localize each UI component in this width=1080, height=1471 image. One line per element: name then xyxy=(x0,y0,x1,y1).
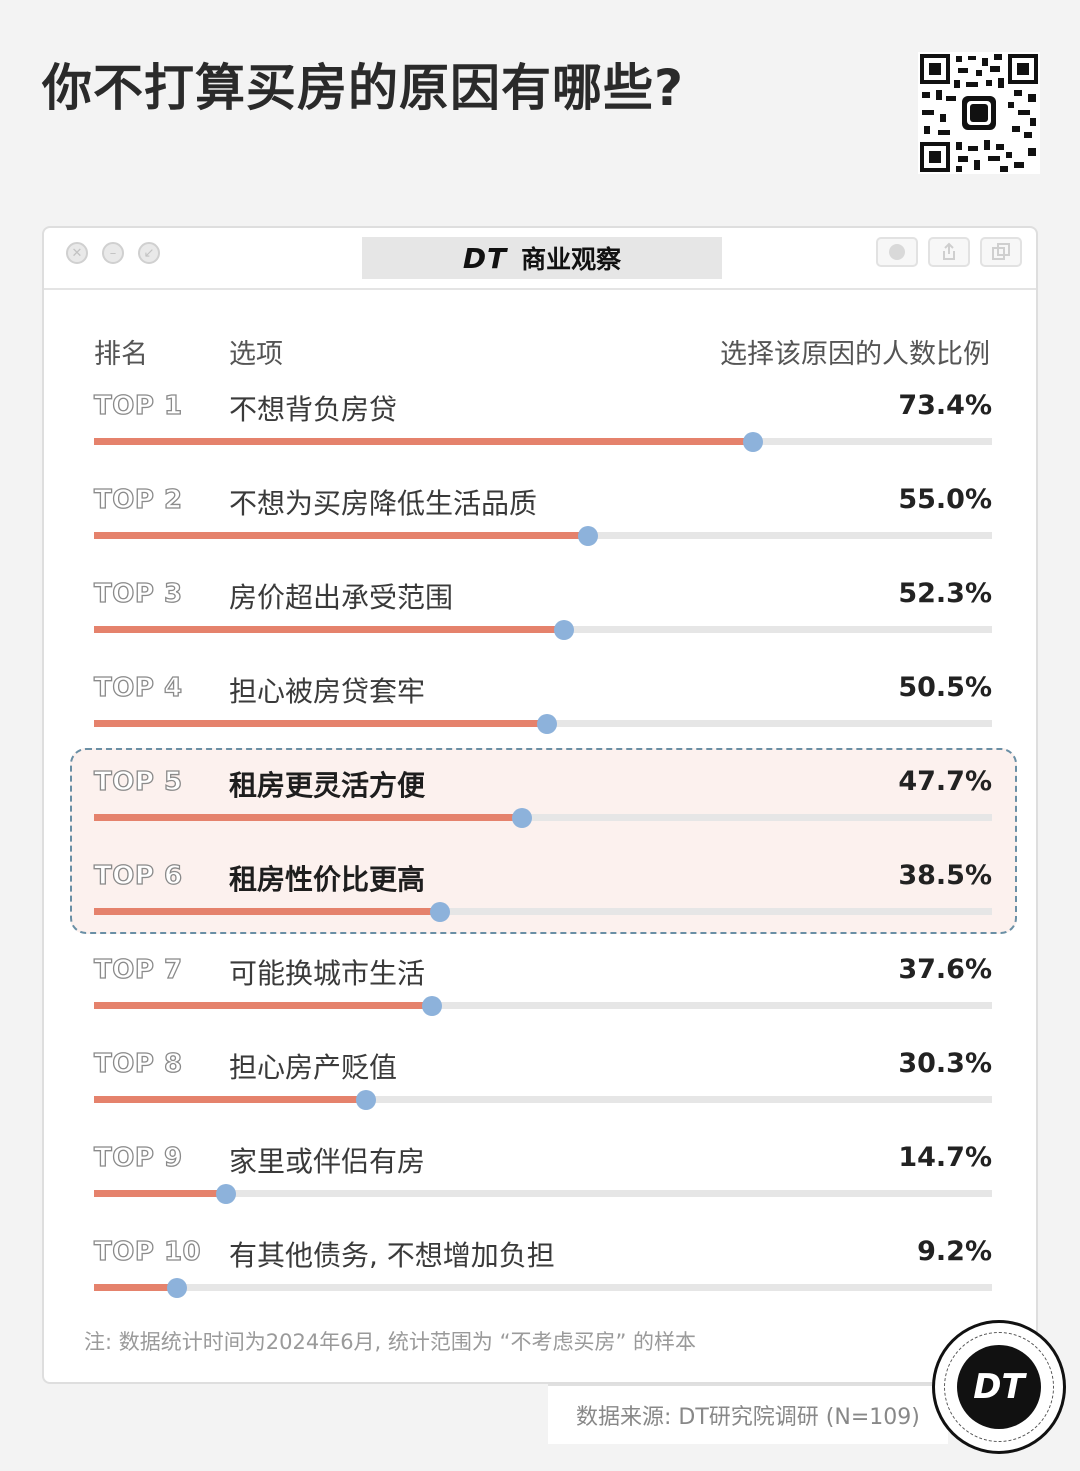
value-label: 73.4% xyxy=(898,390,992,421)
bar-track xyxy=(94,620,992,640)
option-label: 家里或伴侣有房 xyxy=(229,1145,426,1178)
bar-fill xyxy=(94,720,548,727)
bar-fill xyxy=(94,1190,226,1197)
bar-track xyxy=(94,808,992,828)
bar-marker xyxy=(356,1090,377,1110)
bar-track xyxy=(94,526,992,546)
maximize-icon[interactable]: ↙ xyxy=(138,242,160,264)
option-label: 有其他债务, 不想增加负担 xyxy=(229,1239,555,1272)
share-icon[interactable] xyxy=(928,237,970,267)
qr-code xyxy=(918,52,1040,174)
bar-track xyxy=(94,1184,992,1204)
value-label: 55.0% xyxy=(898,484,992,515)
bar-marker xyxy=(166,1278,187,1298)
bar-fill xyxy=(94,908,440,915)
bar-track xyxy=(94,996,992,1016)
value-label: 52.3% xyxy=(898,578,992,609)
option-label: 租房性价比更高 xyxy=(229,863,426,896)
option-label: 不想为买房降低生活品质 xyxy=(229,487,538,520)
option-label: 房价超出承受范围 xyxy=(229,581,454,614)
bar-fill xyxy=(94,1096,367,1103)
highlight-box xyxy=(70,748,1017,934)
value-label: 38.5% xyxy=(898,860,992,891)
bar-marker xyxy=(216,1184,236,1204)
value-label: 14.7% xyxy=(898,1142,992,1173)
bar-fill xyxy=(94,626,564,633)
record-icon[interactable] xyxy=(876,237,918,267)
option-label: 可能换城市生活 xyxy=(229,957,426,990)
bar-fill xyxy=(94,532,588,539)
bar-marker xyxy=(421,996,442,1016)
value-label: 50.5% xyxy=(898,672,992,703)
rank-label: TOP 6 xyxy=(93,860,183,891)
rank-label: TOP 10 xyxy=(93,1236,202,1267)
option-label: 担心房产贬值 xyxy=(229,1051,398,1084)
value-label: 37.6% xyxy=(898,954,992,985)
dt-badge-ring: DT xyxy=(944,1332,1054,1442)
bar-track xyxy=(94,902,992,922)
brand-logo: DT xyxy=(462,241,508,275)
brand-tab: DT 商业观察 xyxy=(362,237,722,279)
window-titlebar: ✕ – ↙ DT 商业观察 xyxy=(44,228,1036,290)
bar-marker xyxy=(512,808,533,828)
value-label: 9.2% xyxy=(917,1236,992,1267)
rank-label: TOP 2 xyxy=(93,484,183,515)
close-icon[interactable]: ✕ xyxy=(66,242,88,264)
dt-badge-logo: DT xyxy=(957,1345,1041,1429)
column-header-share: 选择该原因的人数比例 xyxy=(720,339,990,370)
bar-track xyxy=(94,432,992,452)
column-header-option: 选项 xyxy=(229,339,283,370)
rank-label: TOP 3 xyxy=(93,578,183,609)
rank-label: TOP 1 xyxy=(93,390,183,421)
rank-label: TOP 5 xyxy=(93,766,183,797)
bar-fill xyxy=(94,438,754,445)
dt-badge: DT xyxy=(932,1320,1066,1454)
bar-marker xyxy=(537,714,558,734)
bar-marker xyxy=(553,620,574,640)
rank-label: TOP 9 xyxy=(93,1142,183,1173)
bar-fill xyxy=(94,814,523,821)
bar-marker xyxy=(577,526,598,546)
value-label: 47.7% xyxy=(898,766,992,797)
qr-code-graphic xyxy=(918,52,1040,174)
option-label: 担心被房贷套牢 xyxy=(229,675,426,708)
bar-fill xyxy=(94,1002,432,1009)
copy-icon[interactable] xyxy=(980,237,1022,267)
footnote: 注: 数据统计时间为2024年6月, 统计范围为 “不考虑买房” 的样本 xyxy=(84,1330,697,1354)
minimize-icon[interactable]: – xyxy=(102,242,124,264)
page-title: 你不打算买房的原因有哪些? xyxy=(42,59,685,117)
rank-label: TOP 7 xyxy=(93,954,183,985)
bar-track xyxy=(94,714,992,734)
rank-label: TOP 4 xyxy=(93,672,183,703)
bar-track xyxy=(94,1278,992,1298)
column-header-rank: 排名 xyxy=(94,339,148,370)
option-label: 不想背负房贷 xyxy=(229,393,398,426)
brand-name: 商业观察 xyxy=(521,245,622,274)
bar-marker xyxy=(743,432,764,452)
value-label: 30.3% xyxy=(898,1048,992,1079)
bar-fill xyxy=(94,1284,177,1291)
option-label: 租房更灵活方便 xyxy=(229,769,426,802)
bar-marker xyxy=(429,902,450,922)
bar-track xyxy=(94,1090,992,1110)
rank-label: TOP 8 xyxy=(93,1048,183,1079)
source-label: 数据来源: DT研究院调研 (N=109) xyxy=(548,1384,948,1444)
